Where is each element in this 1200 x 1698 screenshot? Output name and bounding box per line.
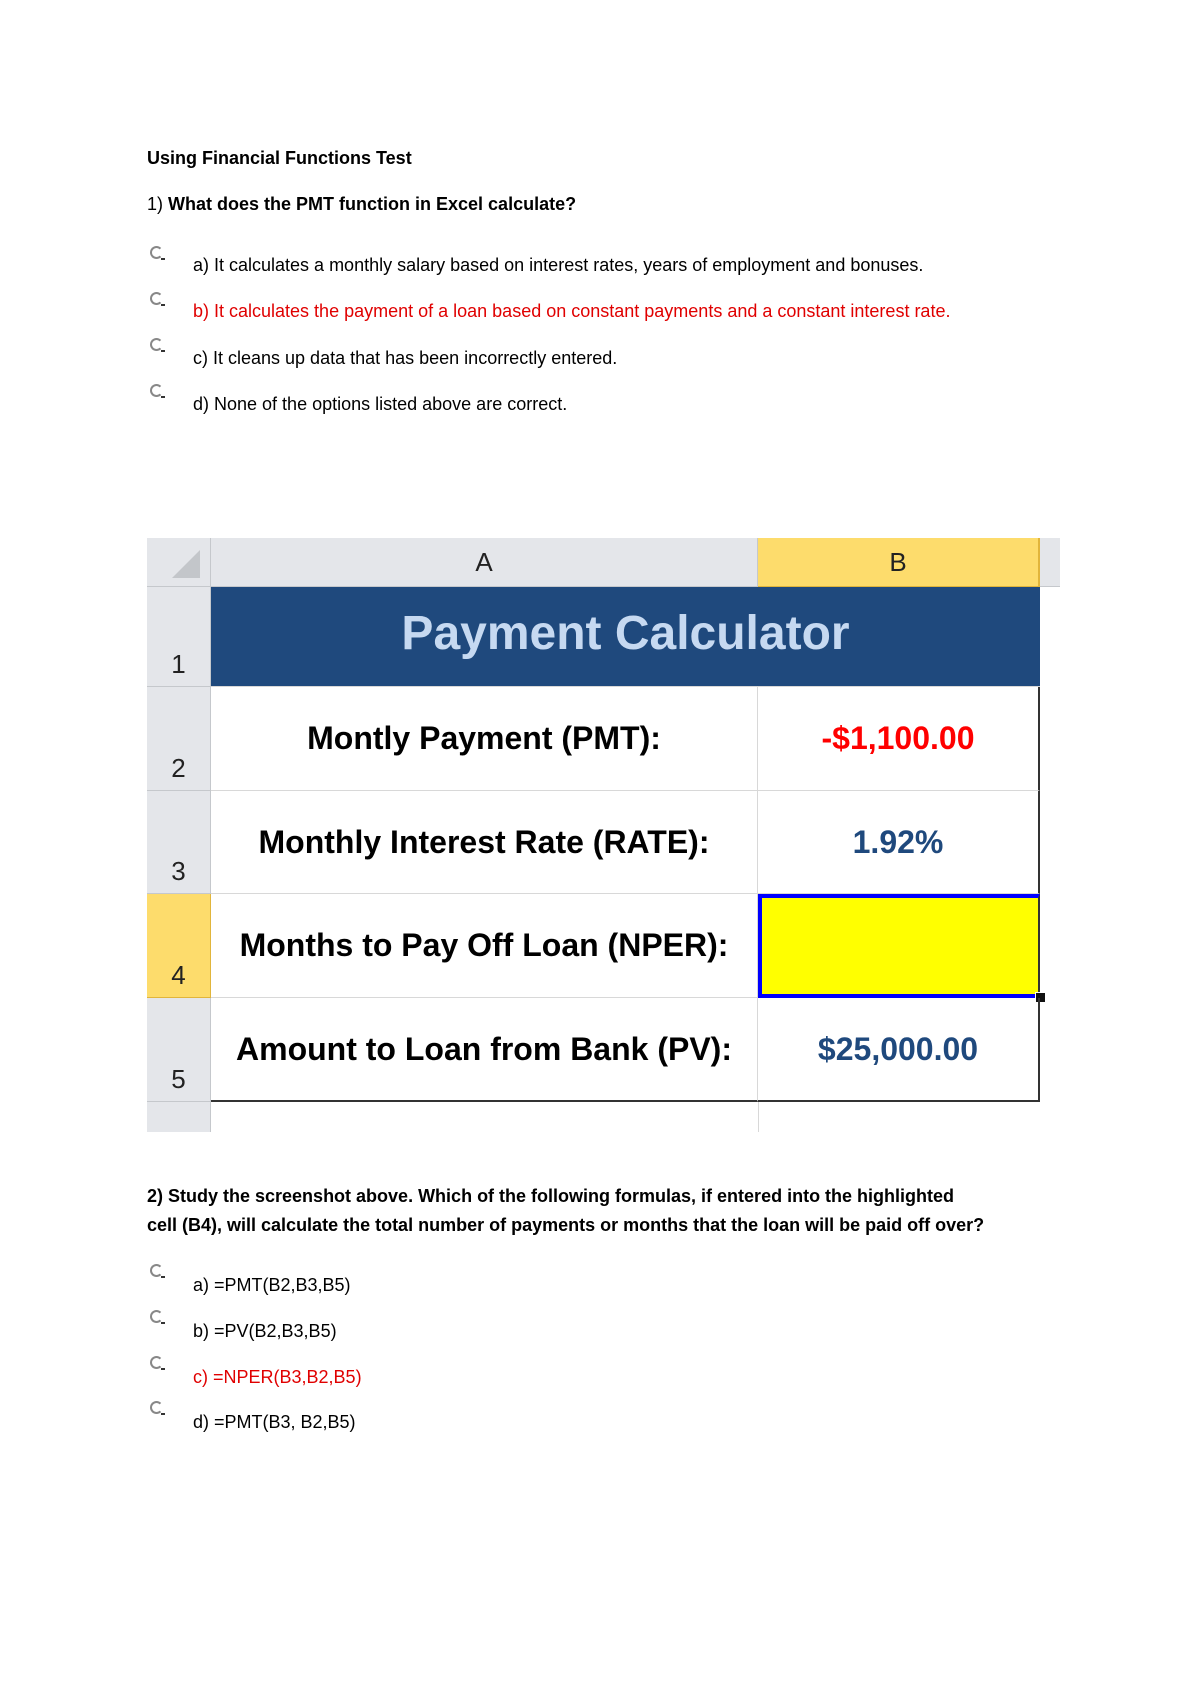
option-q1-a: a) It calculates a monthly salary based … bbox=[193, 255, 924, 275]
label-rate[interactable]: Monthly Interest Rate (RATE): bbox=[211, 791, 758, 894]
corner-triangle-icon bbox=[172, 550, 200, 578]
radio-q2-d[interactable] bbox=[150, 1401, 165, 1415]
row-header-4[interactable]: 4 bbox=[147, 894, 211, 998]
option-q2-d: d) =PMT(B3, B2,B5) bbox=[193, 1412, 356, 1432]
spreadsheet-screenshot: A B 1 2 3 4 5 Payment Calculator Montly … bbox=[147, 538, 1060, 1132]
radio-q1-c[interactable] bbox=[150, 338, 165, 352]
column-header-a[interactable]: A bbox=[211, 538, 758, 587]
row-header-3[interactable]: 3 bbox=[147, 791, 211, 894]
fill-handle[interactable] bbox=[1035, 992, 1046, 1003]
select-all-corner bbox=[147, 538, 211, 587]
row-header-5[interactable]: 5 bbox=[147, 998, 211, 1102]
gridline bbox=[758, 1102, 759, 1132]
value-pmt[interactable]: -$1,100.00 bbox=[758, 687, 1040, 791]
document-title: Using Financial Functions Test bbox=[147, 148, 412, 168]
question-1: 1) What does the PMT function in Excel c… bbox=[147, 194, 576, 215]
option-q1-c: c) It cleans up data that has been incor… bbox=[193, 348, 618, 368]
option-q1-d: d) None of the options listed above are … bbox=[193, 394, 568, 414]
radio-q2-b[interactable] bbox=[150, 1310, 165, 1324]
radio-q1-a[interactable] bbox=[150, 246, 165, 260]
column-header-b[interactable]: B bbox=[758, 538, 1040, 587]
option-q2-c: c) =NPER(B3,B2,B5) bbox=[193, 1367, 362, 1387]
radio-q2-c[interactable] bbox=[150, 1356, 165, 1370]
option-q2-b: b) =PV(B2,B3,B5) bbox=[193, 1321, 337, 1341]
value-pv[interactable]: $25,000.00 bbox=[758, 998, 1040, 1102]
question-1-text: What does the PMT function in Excel calc… bbox=[168, 194, 577, 214]
option-q1-b: b) It calculates the payment of a loan b… bbox=[193, 301, 951, 321]
selected-cell-b4[interactable] bbox=[758, 894, 1040, 998]
label-pv[interactable]: Amount to Loan from Bank (PV): bbox=[211, 998, 758, 1102]
option-q2-a: a) =PMT(B2,B3,B5) bbox=[193, 1275, 351, 1295]
radio-q1-b[interactable] bbox=[150, 292, 165, 306]
row-header-1[interactable]: 1 bbox=[147, 587, 211, 687]
question-1-number: 1) bbox=[147, 194, 164, 214]
value-rate[interactable]: 1.92% bbox=[758, 791, 1040, 894]
question-2-line-2: cell (B4), will calculate the total numb… bbox=[147, 1215, 985, 1235]
question-2-line-1: 2) Study the screenshot above. Which of … bbox=[147, 1186, 955, 1206]
row-header-2[interactable]: 2 bbox=[147, 687, 211, 791]
radio-q1-d[interactable] bbox=[150, 384, 165, 398]
row-header-6[interactable] bbox=[147, 1102, 211, 1132]
payment-calculator-title[interactable]: Payment Calculator bbox=[211, 587, 1040, 687]
radio-q2-a[interactable] bbox=[150, 1264, 165, 1278]
label-pmt[interactable]: Montly Payment (PMT): bbox=[211, 687, 758, 791]
label-nper[interactable]: Months to Pay Off Loan (NPER): bbox=[211, 894, 758, 998]
column-header-c[interactable] bbox=[1040, 538, 1060, 587]
